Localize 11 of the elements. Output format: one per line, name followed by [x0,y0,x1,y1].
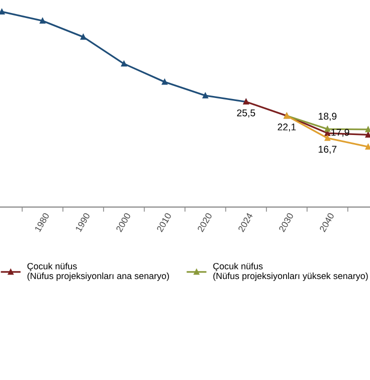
point [324,135,330,141]
data-label: 16,7 [318,146,336,154]
point [0,8,5,14]
point [365,132,370,138]
data-label: 25,5 [237,109,256,118]
legend-label: Çocuk nüfus (Nüfus projeksiyonları yüksek senaryo) [213,262,368,281]
data-label: 18,9 [318,112,336,121]
legend-label: Çocuk nüfus (Nüfus projeksiyonları ana senaryo) [27,262,169,281]
point [202,92,208,98]
data-label: 22,1 [278,124,296,132]
point [121,60,127,67]
